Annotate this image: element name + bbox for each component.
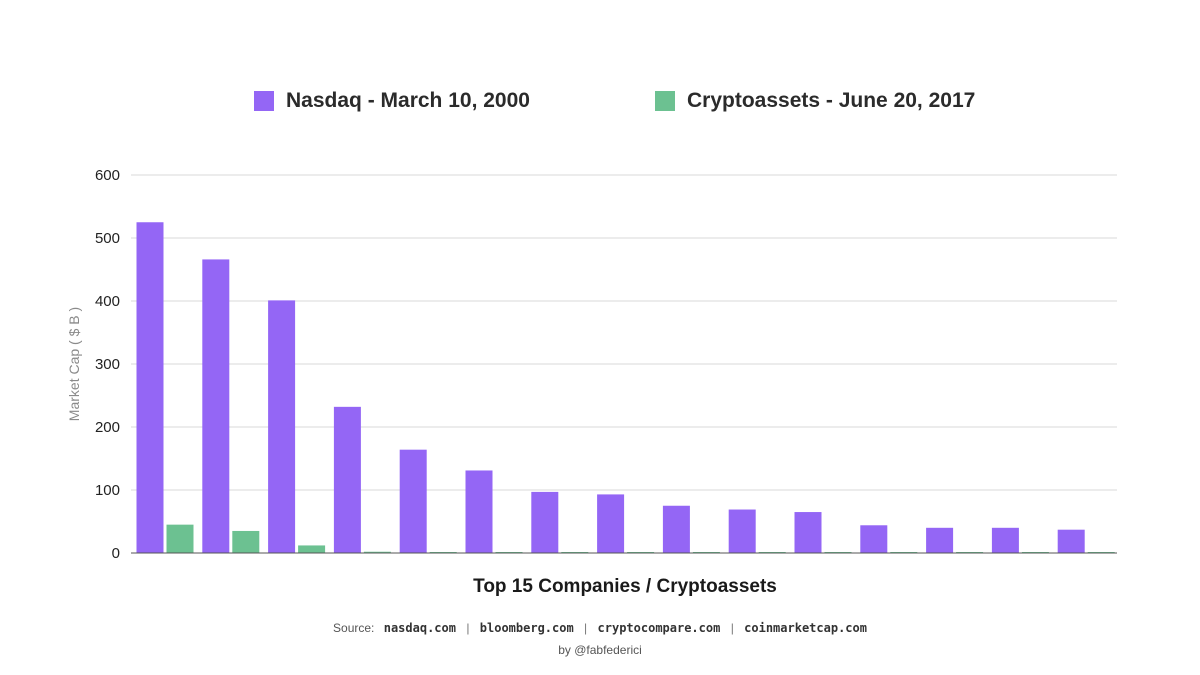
source-link[interactable]: bloomberg.com [479,621,574,635]
bar-crypto [298,545,326,553]
y-tick-label: 400 [95,293,120,310]
bars [136,222,1115,553]
bar-nasdaq [465,470,493,553]
legend-label-nasdaq: Nasdaq - March 10, 2000 [286,89,530,112]
source-separator: | [584,621,588,635]
bar-nasdaq [991,527,1019,553]
y-axis-label: Market Cap ( $ B ) [66,307,82,421]
bar-nasdaq [1057,529,1085,553]
bar-crypto [363,551,391,553]
bar-nasdaq [202,259,230,553]
source-link[interactable]: coinmarketcap.com [744,621,867,635]
legend-item-nasdaq: Nasdaq - March 10, 2000 [254,86,530,116]
y-tick-label: 100 [95,482,120,499]
legend-item-crypto: Cryptoassets - June 20, 2017 [655,86,975,116]
bar-nasdaq [794,512,822,553]
gridlines [131,174,1117,491]
legend-label-crypto: Cryptoassets - June 20, 2017 [687,89,976,112]
source-separator: | [730,621,734,635]
y-tick-labels: 0 100 200 300 400 500 600 [95,167,120,562]
y-tick-label: 0 [112,545,120,562]
bar-nasdaq [860,525,888,553]
source-separator: | [466,621,470,635]
y-tick-label: 600 [95,167,120,184]
y-tick-label: 300 [95,356,120,373]
bar-nasdaq [333,406,361,553]
bar-nasdaq [662,505,690,553]
bar-nasdaq [136,222,164,553]
byline: by @fabfederici [558,643,642,657]
source-link[interactable]: cryptocompare.com [597,621,721,635]
x-axis-label: Top 15 Companies / Cryptoassets [473,576,777,597]
y-tick-label: 500 [95,230,120,247]
bar-nasdaq [926,527,954,553]
bar-nasdaq [728,509,756,553]
bar-nasdaq [531,491,559,553]
legend-swatch-nasdaq [254,91,274,111]
bar-nasdaq [268,300,296,553]
bar-crypto [232,530,260,553]
bar-nasdaq [399,449,427,553]
bar-crypto [166,524,194,553]
legend: Nasdaq - March 10, 2000 Cryptoassets - J… [0,86,1200,116]
legend-swatch-crypto [655,91,675,111]
y-tick-label: 200 [95,419,120,436]
source-link[interactable]: nasdaq.com [383,621,456,635]
source-line: Source: nasdaq.com | bloomberg.com | cry… [0,621,1200,635]
bar-nasdaq [597,494,625,553]
source-prefix: Source: [333,621,375,635]
